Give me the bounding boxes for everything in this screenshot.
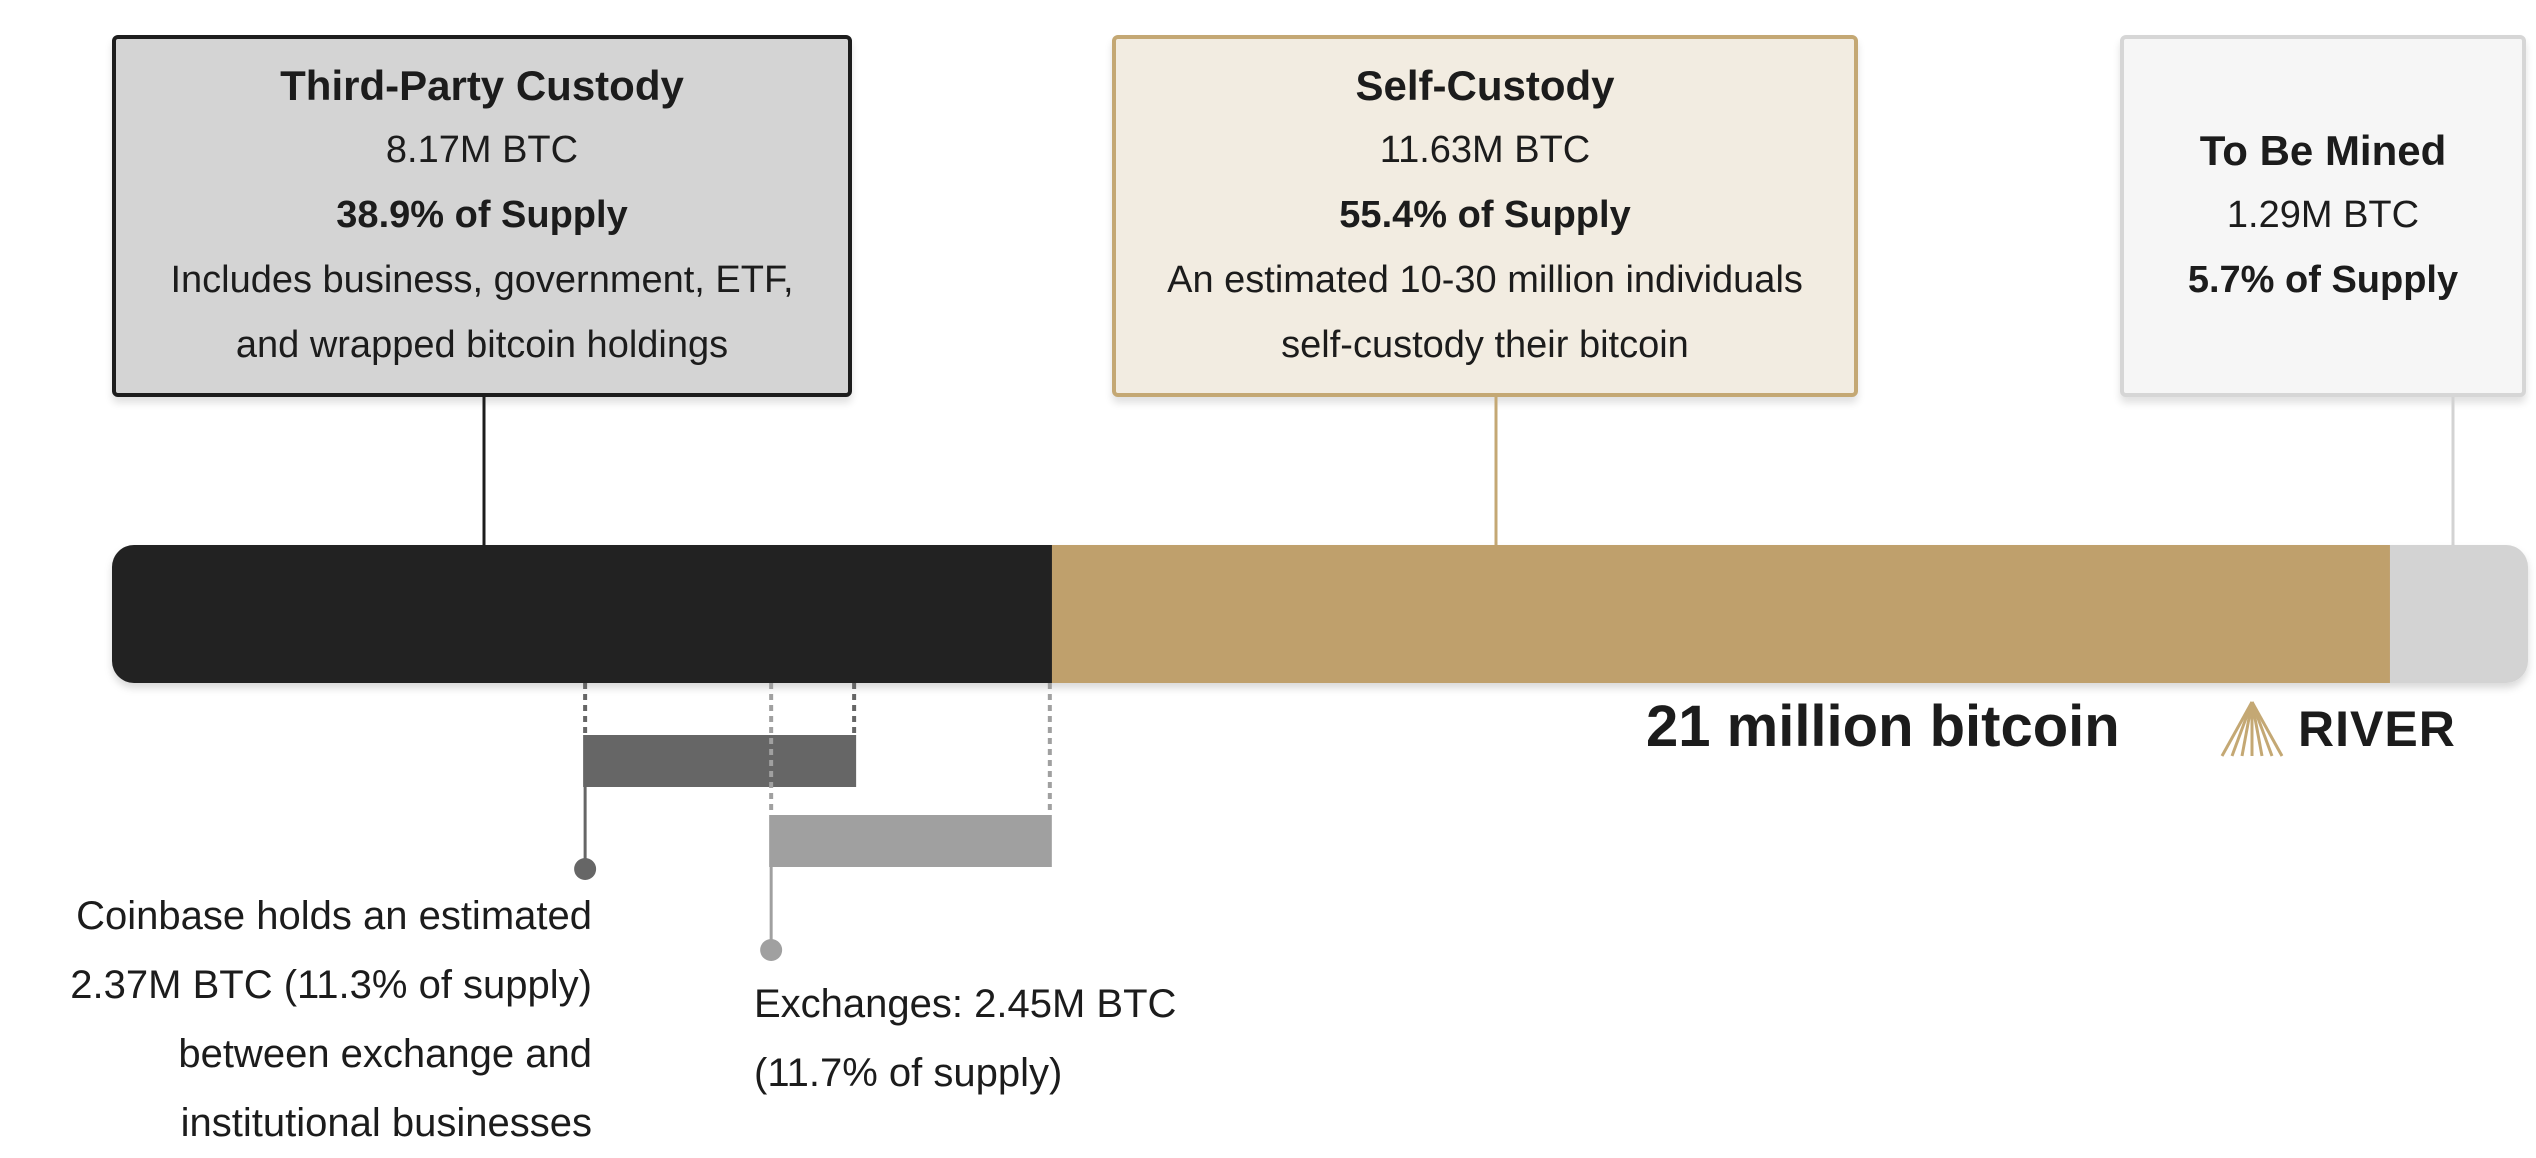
self-custody-title: Self-Custody	[1355, 62, 1615, 109]
exchanges-note: Exchanges: 2.45M BTC (11.7% of supply)	[754, 982, 1177, 1095]
bar-segment-third-party	[112, 545, 1053, 683]
river-logo-icon	[2220, 701, 2284, 757]
bar-segment-self-custody	[1051, 545, 2391, 683]
coinbase-note: Coinbase holds an estimated 2.37M BTC (1…	[70, 894, 592, 1145]
coinbase-pointer-dot	[574, 858, 597, 880]
self-custody-box: Self-Custody 11.63M BTC 55.4% of Supply …	[1112, 35, 1858, 397]
exchanges-sub-bar	[769, 815, 1052, 867]
river-logo-text: RIVER	[2298, 701, 2456, 757]
to-be-mined-amount: 1.29M BTC	[2226, 194, 2420, 236]
third-party-share: 38.9% of Supply	[336, 194, 628, 236]
self-custody-share: 55.4% of Supply	[1339, 194, 1631, 236]
bar-segment-to-be-mined	[2389, 545, 2528, 683]
third-party-desc-line2: and wrapped bitcoin holdings	[235, 324, 729, 366]
self-custody-desc-line1: An estimated 10-30 million individuals	[1167, 259, 1803, 301]
coinbase-sub-bar	[583, 735, 857, 787]
river-logo: RIVER	[2220, 700, 2456, 758]
self-custody-desc-line2: self-custody their bitcoin	[1281, 324, 1689, 366]
third-party-custody-box: Third-Party Custody 8.17M BTC 38.9% of S…	[112, 35, 852, 397]
to-be-mined-share: 5.7% of Supply	[2187, 259, 2459, 301]
third-party-desc-line1: Includes business, government, ETF,	[170, 259, 794, 301]
self-custody-amount: 11.63M BTC	[1379, 129, 1591, 171]
to-be-mined-box: To Be Mined 1.29M BTC 5.7% of Supply	[2120, 35, 2526, 397]
total-supply-label: 21 million bitcoin	[1646, 694, 2120, 759]
third-party-amount: 8.17M BTC	[385, 129, 579, 171]
to-be-mined-title: To Be Mined	[2199, 127, 2447, 174]
exchanges-pointer-dot	[760, 939, 783, 961]
third-party-title: Third-Party Custody	[280, 62, 684, 109]
